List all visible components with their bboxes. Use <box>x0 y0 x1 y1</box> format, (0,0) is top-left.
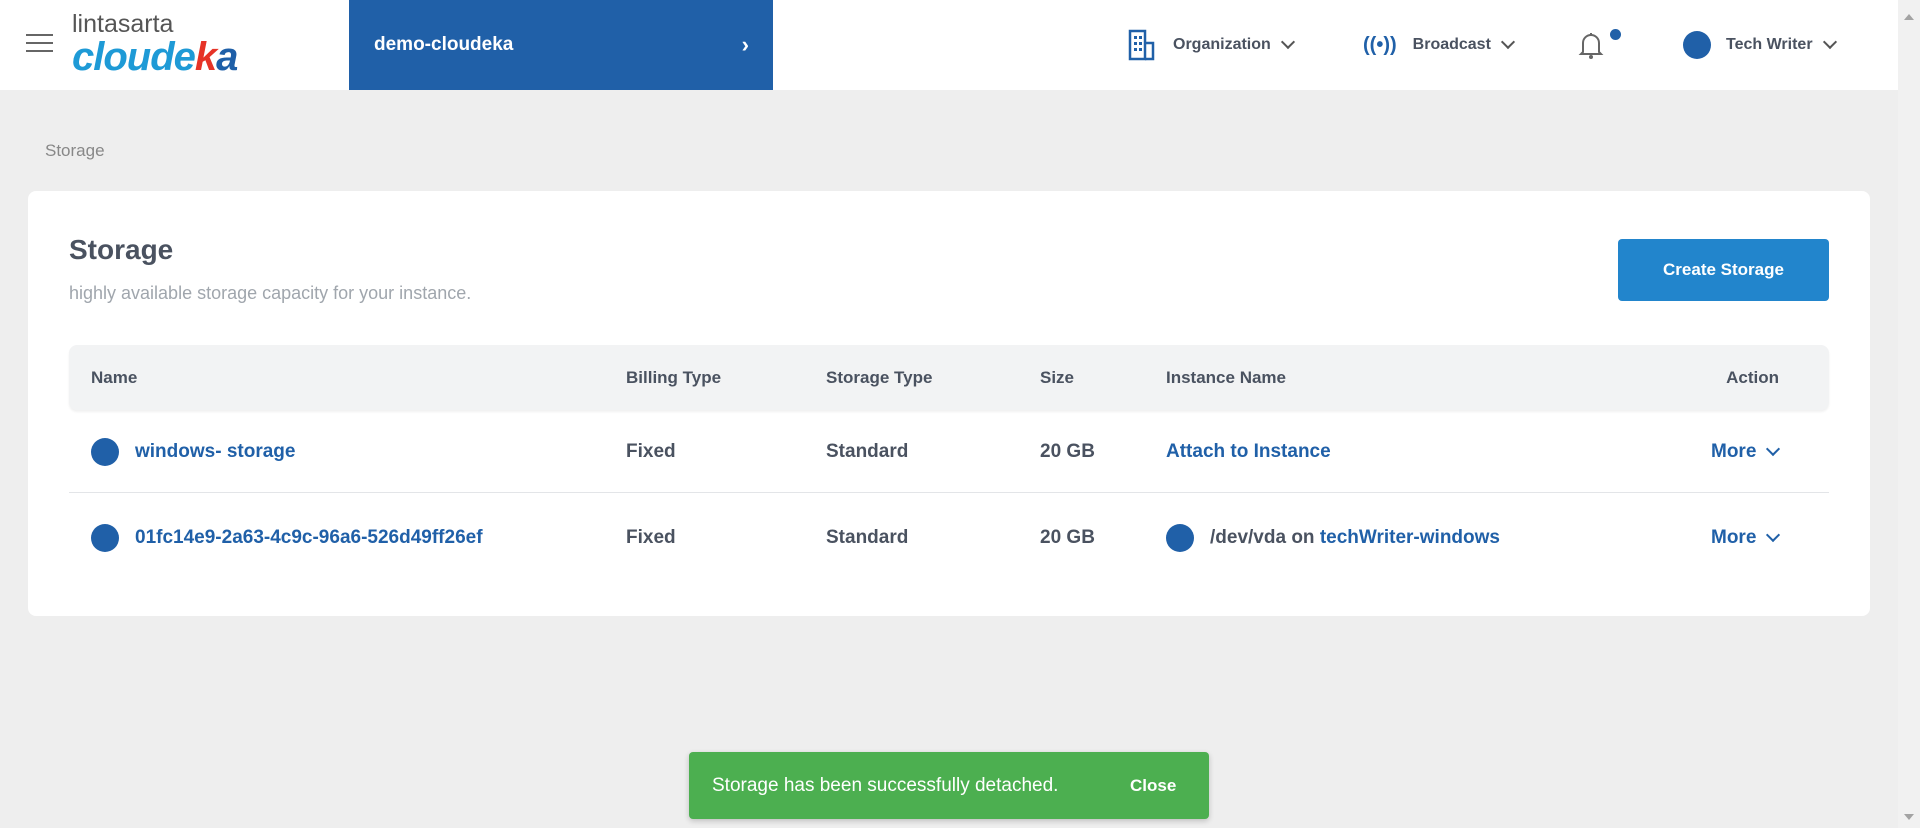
organization-menu[interactable]: Organization <box>1128 0 1295 90</box>
toast-close-button[interactable]: Close <box>1130 775 1177 795</box>
page-subtitle: highly available storage capacity for yo… <box>69 283 472 303</box>
table-row: 01fc14e9-2a63-4c9c-96a6-526d49ff26ef Fix… <box>69 497 1829 579</box>
chevron-down-icon <box>1500 34 1515 50</box>
scroll-up-icon[interactable] <box>1904 14 1914 20</box>
broadcast-icon: ((•)) <box>1363 33 1397 56</box>
billing-type: Fixed <box>626 440 676 462</box>
column-header: Action <box>1726 367 1779 387</box>
column-header: Billing Type <box>626 367 722 387</box>
create-storage-button[interactable]: Create Storage <box>1618 239 1829 301</box>
top-header: lintasarta cloudeka demo-cloudeka › Orga… <box>0 0 1898 90</box>
building-icon <box>1128 29 1155 61</box>
user-menu[interactable]: Tech Writer <box>1683 0 1837 90</box>
notifications-button[interactable] <box>1578 0 1621 90</box>
storage-icon <box>91 437 119 466</box>
scrollbar[interactable] <box>1898 0 1920 828</box>
size: 20 GB <box>1040 440 1095 462</box>
billing-type: Fixed <box>626 527 676 548</box>
device-path: /dev/vda on <box>1210 527 1320 548</box>
more-dropdown[interactable]: More <box>1711 411 1781 492</box>
chevron-down-icon <box>1280 34 1295 50</box>
logo[interactable]: lintasarta cloudeka <box>72 10 238 79</box>
hamburger-menu-icon[interactable] <box>26 34 53 54</box>
page-title: Storage <box>69 234 174 265</box>
table-header: Name Billing Type Storage Type Size Inst… <box>69 345 1829 410</box>
storage-type: Standard <box>826 440 909 462</box>
breadcrumb: Storage <box>45 141 105 160</box>
project-selector[interactable]: demo-cloudeka › <box>349 0 773 90</box>
avatar <box>1683 31 1711 59</box>
column-header: Instance Name <box>1166 367 1286 387</box>
column-header: Storage Type <box>826 367 933 387</box>
column-header: Size <box>1040 367 1075 387</box>
storage-card: Storage highly available storage capacit… <box>28 191 1870 616</box>
storage-name-link[interactable]: 01fc14e9-2a63-4c9c-96a6-526d49ff26ef <box>135 527 483 548</box>
chevron-down-icon <box>1766 527 1781 543</box>
success-toast: Storage has been successfully detached. … <box>689 752 1209 819</box>
instance-icon <box>1166 524 1194 552</box>
size: 20 GB <box>1040 527 1095 548</box>
instance-link[interactable]: techWriter-windows <box>1319 527 1500 548</box>
chevron-down-icon <box>1766 441 1781 456</box>
chevron-down-icon <box>1822 34 1837 50</box>
chevron-right-icon: › <box>741 32 749 57</box>
table-row: windows- storage Fixed Standard 20 GB At… <box>69 411 1829 493</box>
scroll-down-icon[interactable] <box>1904 814 1914 820</box>
storage-icon <box>91 524 119 552</box>
toast-message: Storage has been successfully detached. <box>712 774 1059 796</box>
bell-icon <box>1578 33 1604 59</box>
attach-to-instance-link[interactable]: Attach to Instance <box>1166 440 1331 462</box>
notification-badge <box>1610 28 1621 40</box>
storage-type: Standard <box>826 527 909 548</box>
storage-name-link[interactable]: windows- storage <box>135 440 296 462</box>
broadcast-menu[interactable]: ((•)) Broadcast <box>1363 0 1515 90</box>
more-dropdown[interactable]: More <box>1711 497 1781 579</box>
column-header: Name <box>91 367 138 387</box>
